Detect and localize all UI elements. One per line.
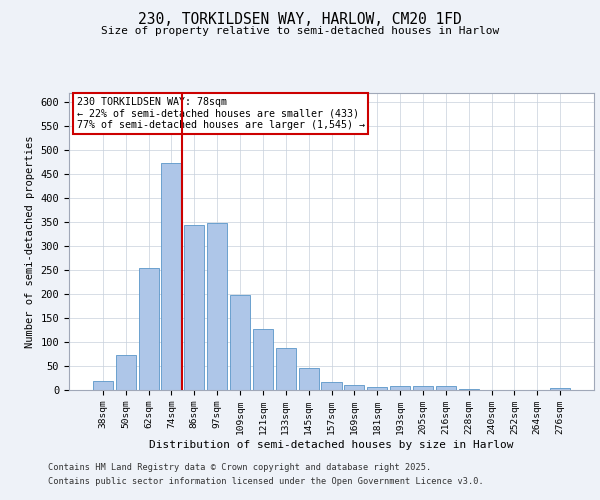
Bar [184,226,205,390]
Text: Contains public sector information licensed under the Open Government Licence v3: Contains public sector information licen… [48,477,484,486]
Bar [436,386,456,390]
Bar [344,385,364,390]
Bar [322,382,341,390]
Bar [550,388,570,390]
Bar [390,386,410,390]
Bar [139,268,158,390]
Text: Size of property relative to semi-detached houses in Harlow: Size of property relative to semi-detach… [101,26,499,36]
Bar [207,224,227,390]
Bar [230,296,250,390]
Bar [458,389,479,390]
Bar [253,329,273,390]
Bar [116,355,136,390]
Y-axis label: Number of semi-detached properties: Number of semi-detached properties [25,135,35,348]
Bar [276,348,296,390]
Bar [413,386,433,390]
Text: 230, TORKILDSEN WAY, HARLOW, CM20 1FD: 230, TORKILDSEN WAY, HARLOW, CM20 1FD [138,12,462,28]
Text: 230 TORKILDSEN WAY: 78sqm
← 22% of semi-detached houses are smaller (433)
77% of: 230 TORKILDSEN WAY: 78sqm ← 22% of semi-… [77,97,365,130]
Bar [367,386,387,390]
Bar [299,368,319,390]
Bar [93,382,113,390]
Text: Contains HM Land Registry data © Crown copyright and database right 2025.: Contains HM Land Registry data © Crown c… [48,464,431,472]
Bar [161,163,182,390]
X-axis label: Distribution of semi-detached houses by size in Harlow: Distribution of semi-detached houses by … [149,440,514,450]
